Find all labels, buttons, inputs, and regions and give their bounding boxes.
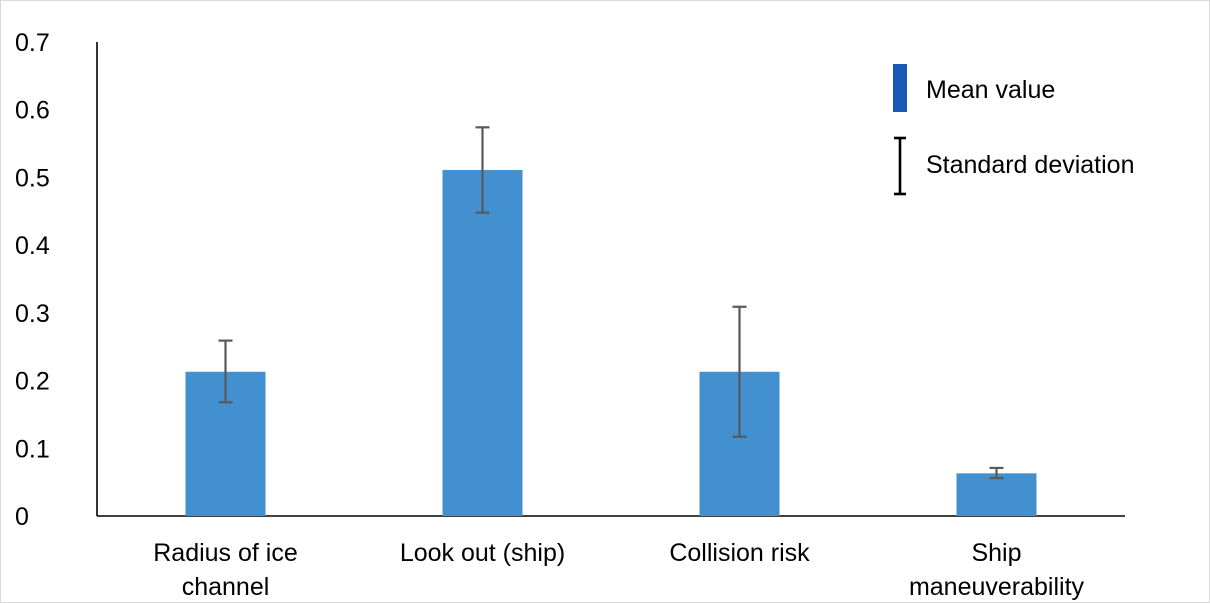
error-bar	[989, 466, 1004, 480]
y-tick-label: 0.1	[15, 435, 50, 463]
y-tick-label: 0.3	[15, 300, 50, 328]
y-tick-labels: 0 0.1 0.2 0.3 0.4 0.5 0.6 0.7	[15, 29, 50, 531]
x-category-label-line: Ship	[971, 539, 1021, 567]
x-category-label-line: maneuverability	[909, 573, 1085, 601]
y-tick-label: 0	[15, 503, 29, 531]
error-bars	[218, 126, 1004, 480]
error-bar	[218, 339, 233, 404]
y-tick-label: 0.7	[15, 29, 50, 57]
error-bar	[475, 126, 490, 214]
y-tick-label: 0.6	[15, 97, 50, 125]
legend-mean-swatch	[893, 64, 907, 112]
legend-stddev-swatch	[894, 136, 906, 196]
x-category-label: Look out (ship)	[400, 539, 565, 567]
y-tick-label: 0.4	[15, 232, 50, 260]
y-tick-label: 0.5	[15, 164, 50, 192]
x-category-label-line: Collision risk	[669, 539, 810, 567]
y-tick-label: 0.2	[15, 368, 50, 396]
legend-mean-label: Mean value	[926, 76, 1055, 104]
bar	[956, 473, 1037, 516]
legend-stddev-label: Standard deviation	[926, 151, 1134, 179]
x-category-label: Collision risk	[669, 539, 810, 567]
x-category-labels: Radius of ice channel Look out (ship) Colli…	[153, 539, 1084, 601]
x-category-label: Radius of ice channel	[153, 539, 298, 601]
x-category-label-line: Look out (ship)	[400, 539, 565, 567]
x-category-label-line: Radius of ice	[153, 539, 298, 567]
error-bar	[732, 305, 747, 438]
legend: Mean value Standard deviation	[893, 64, 1134, 196]
axes	[96, 42, 1125, 517]
bars	[185, 169, 1037, 517]
x-category-label: Ship maneuverability	[909, 539, 1085, 601]
x-category-label-line: channel	[182, 573, 270, 601]
bar	[442, 169, 523, 517]
